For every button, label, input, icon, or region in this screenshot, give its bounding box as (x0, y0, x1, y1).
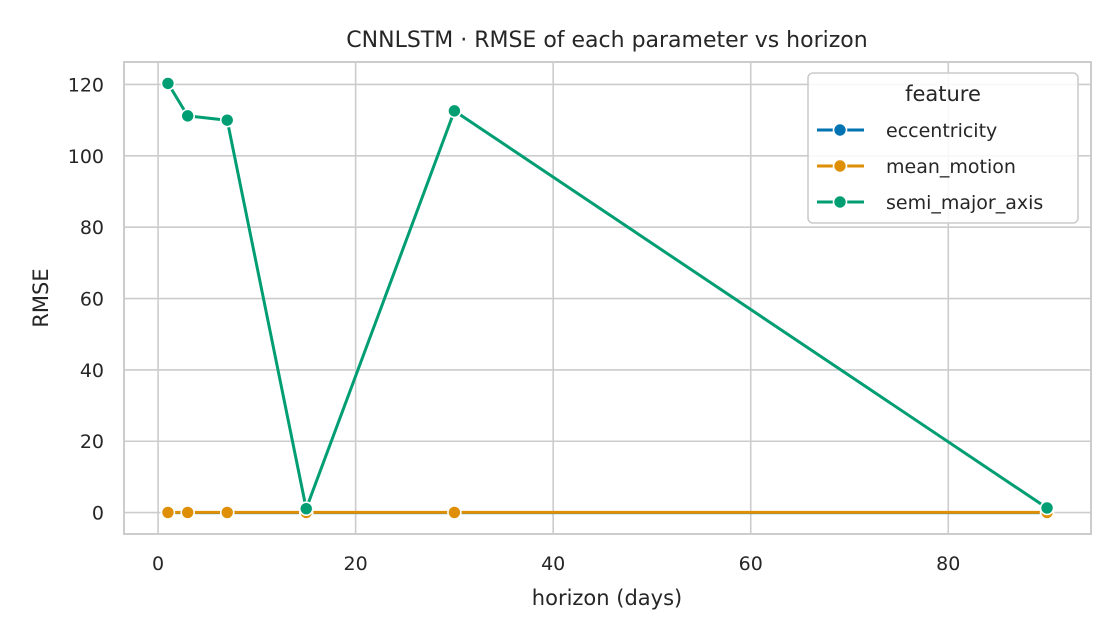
data-point-semi-major-axis (219, 112, 235, 128)
tick-labels: 0 20 40 60 80 0 20 40 60 80 100 120 (68, 74, 961, 575)
plot-frame (123, 61, 1092, 535)
legend: feature eccentricity mean_motion semi_majo… (807, 72, 1079, 224)
y-tick-label: 120 (68, 74, 104, 96)
legend-marker-semi-major-axis (832, 194, 848, 210)
series-lines (160, 76, 1055, 520)
data-point-semi-major-axis (180, 108, 196, 124)
y-tick-label: 80 (80, 217, 104, 239)
chart-title: CNNLSTM · RMSE of each parameter vs hori… (346, 28, 867, 53)
data-point-semi-major-axis (1039, 500, 1055, 516)
y-tick-label: 100 (68, 146, 104, 168)
data-point-semi-major-axis (298, 501, 314, 516)
legend-box (807, 72, 1079, 224)
x-tick-label: 40 (541, 553, 565, 575)
legend-label-mean-motion: mean_motion (886, 156, 1016, 178)
legend-items: eccentricity mean_motion semi_major_axis (817, 120, 1043, 214)
data-point-mean-motion (160, 505, 176, 520)
data-point-semi-major-axis (447, 103, 462, 119)
data-point-mean-motion (180, 505, 196, 520)
y-tick-label: 40 (80, 360, 104, 382)
legend-title: feature (905, 82, 981, 106)
legend-marker-eccentricity (832, 122, 848, 138)
y-tick-label: 20 (80, 431, 104, 453)
data-point-mean-motion (219, 505, 235, 520)
data-point-semi-major-axis (160, 76, 176, 91)
legend-label-eccentricity: eccentricity (886, 120, 997, 142)
x-tick-label: 60 (739, 553, 763, 575)
x-tick-label: 20 (344, 553, 368, 575)
x-tick-label: 0 (152, 553, 164, 575)
data-point-mean-motion (447, 505, 462, 520)
x-axis-title: horizon (days) (532, 586, 682, 610)
y-tick-label: 60 (80, 289, 104, 311)
legend-label-semi-major-axis: semi_major_axis (886, 192, 1043, 214)
y-axis-title: RMSE (29, 268, 53, 327)
y-tick-label: 0 (92, 503, 104, 525)
x-tick-label: 80 (936, 553, 960, 575)
legend-marker-mean-motion (832, 158, 848, 174)
